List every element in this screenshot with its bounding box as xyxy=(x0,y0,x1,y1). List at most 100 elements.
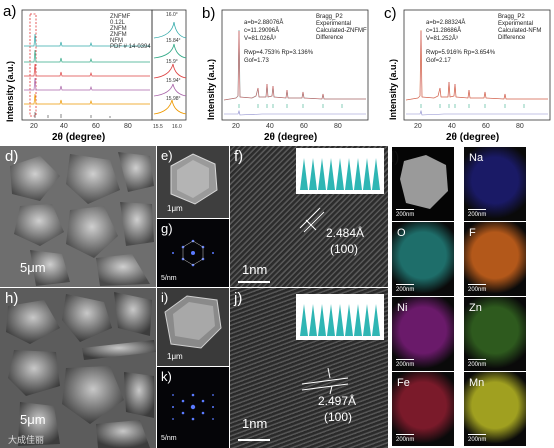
panel-d-scale: 5μm xyxy=(20,260,46,275)
panel-g-label: g) xyxy=(161,221,173,236)
eds-scale-bar xyxy=(396,434,414,435)
eds-element-name: O xyxy=(397,227,406,239)
saed-pattern-k: k) 5/nm xyxy=(157,367,229,448)
panel-c-param-c: c=11.28686Å xyxy=(426,27,461,34)
panel-a-inset-xtick-2: 16.0 xyxy=(172,124,182,130)
watermark: 大成佳丽 xyxy=(8,435,45,445)
hrtem-image-j: j) 2.497Å (100) 1nm xyxy=(230,288,388,448)
panel-c-label: c) xyxy=(384,5,397,22)
eds-map-tile-o: O 200nm xyxy=(392,222,454,296)
eds-map-tile-fe: Fe 200nm xyxy=(392,372,454,446)
panel-a-inset-label-4: 15.94° xyxy=(166,78,181,84)
panel-b-gof: Gof=1.73 xyxy=(244,58,270,64)
panel-a-xtick-1: 20 xyxy=(30,123,38,130)
panel-a-legend-3: ZNFM xyxy=(110,26,127,32)
panel-a-legend-4: ZNFM xyxy=(110,32,127,38)
eds-map-tile-na: Na 200nm xyxy=(464,147,526,221)
panel-b-legend-2: Experimental xyxy=(316,21,351,27)
panel-a-label: a) xyxy=(3,3,16,20)
panel-c-legend-2: Experimental xyxy=(498,21,533,27)
panel-a-legend-2: 0.12L xyxy=(110,20,126,26)
sem-image-d: d) 5μm xyxy=(0,146,156,287)
eds-scale-label: 200nm xyxy=(468,362,487,368)
panel-b-xlabel: 2θ (degree) xyxy=(264,132,317,143)
eds-element-name: F xyxy=(469,227,476,239)
panel-g-scale: 5/nm xyxy=(161,275,177,282)
panel-a-xtick-4: 80 xyxy=(124,123,132,130)
eds-map-tile-zn: Zn 200nm xyxy=(464,297,526,371)
eds-scale-bar xyxy=(468,359,486,360)
panel-a-inset-label-3: 15.9° xyxy=(166,59,178,65)
panel-k-label: k) xyxy=(161,369,172,384)
panel-i-label: i) xyxy=(161,290,169,305)
eds-element-name: Na xyxy=(469,152,484,164)
xrd-panel-a: a) Intensity (a.u.) ZNFMF 0.12L ZNFM ZNF… xyxy=(0,0,190,145)
panel-c-xtick-2: 40 xyxy=(448,123,456,130)
panel-j-plane: (100) xyxy=(324,410,353,424)
panel-f-scale: 1nm xyxy=(242,262,268,277)
panel-f-plane: (100) xyxy=(330,242,359,256)
panel-d-label: d) xyxy=(5,148,19,165)
eds-scale-label: 200nm xyxy=(468,287,487,293)
refinement-panel-c: c) Intensity (a.u.) a=b=2.88324Å c=11.28… xyxy=(374,0,554,145)
panel-b-param-a: a=b=2.88076Å xyxy=(244,19,283,26)
panel-j-label: j) xyxy=(234,290,243,307)
panel-c-gof: Gof=2.17 xyxy=(426,58,452,64)
eds-scale-label: 200nm xyxy=(396,212,415,218)
eds-scale-label: 200nm xyxy=(396,437,415,443)
sem-image-e: e) 1μm xyxy=(157,146,229,218)
eds-scale-bar xyxy=(468,284,486,285)
panel-a-ylabel: Intensity (a.u.) xyxy=(5,61,15,122)
panel-c-legend-1: Bragg_P2 xyxy=(498,14,525,20)
eds-element-name: Fe xyxy=(397,377,410,389)
panel-b-legend-3: Calculated-ZNFMF xyxy=(316,28,367,34)
eds-map-tile-f: F 200nm xyxy=(464,222,526,296)
panel-c-legend-3: Calculated-NFM xyxy=(498,28,541,34)
panel-b-rwp: Rwp=4.753% Rp=3.136% xyxy=(244,50,314,56)
panel-h-scale: 5μm xyxy=(20,412,46,427)
panel-f-label: f) xyxy=(234,148,244,165)
panel-j-dspacing: 2.497Å xyxy=(318,394,357,408)
panel-a-xlabel: 2θ (degree) xyxy=(52,132,105,143)
sem-image-h: h) 5μm 大成佳丽 xyxy=(0,288,156,448)
panel-b-xtick-1: 20 xyxy=(232,123,240,130)
panel-b-param-c: c=11.29096Å xyxy=(244,27,279,34)
panel-b-param-v: V=81.026Å³ xyxy=(244,35,276,42)
panel-c-xtick-1: 20 xyxy=(414,123,422,130)
panel-a-legend-1: ZNFMF xyxy=(110,14,131,20)
eds-scale-bar xyxy=(396,284,414,285)
panel-c-ylabel: Intensity (a.u.) xyxy=(388,59,398,120)
panel-c-param-a: a=b=2.88324Å xyxy=(426,19,465,26)
eds-scale-label: 200nm xyxy=(468,437,487,443)
eds-scale-bar xyxy=(396,359,414,360)
panel-c-xtick-4: 80 xyxy=(516,123,524,130)
panel-b-ylabel: Intensity (a.u.) xyxy=(206,59,216,120)
saed-pattern-g: g) 5/nm xyxy=(157,219,229,287)
panel-h-label: h) xyxy=(5,290,19,307)
panel-c-xlabel: 2θ (degree) xyxy=(446,132,499,143)
panel-b-xtick-3: 60 xyxy=(300,123,308,130)
panel-a-inset-xtick-1: 15.5 xyxy=(153,124,163,130)
panel-k-scale: 5/nm xyxy=(161,435,177,442)
panel-e-scale: 1μm xyxy=(167,204,183,213)
panel-b-label: b) xyxy=(202,5,215,22)
panel-b-legend-4: Difference xyxy=(316,35,344,41)
panel-c-legend-4: Difference xyxy=(498,35,526,41)
panel-b-legend-1: Bragg_P2 xyxy=(316,14,343,20)
sem-image-i: i) 1μm xyxy=(157,288,229,366)
panel-i-scale: 1μm xyxy=(167,352,183,361)
eds-scale-bar xyxy=(396,209,414,210)
eds-element-name: Zn xyxy=(469,302,482,314)
eds-scale-label: 200nm xyxy=(468,212,487,218)
panel-a-inset-label-1: 16.0° xyxy=(166,12,178,18)
panel-e-label: e) xyxy=(161,148,173,163)
panel-b-xtick-2: 40 xyxy=(266,123,274,130)
eds-element-name: Ni xyxy=(397,302,408,314)
hrtem-image-f: f) 2.484Å (100) 1nm xyxy=(230,146,388,287)
panel-l-label: l) xyxy=(391,149,400,166)
refinement-panel-b: b) Intensity (a.u.) a=b=2.88076Å c=11.29… xyxy=(192,0,372,145)
panel-a-xtick-3: 60 xyxy=(92,123,100,130)
panel-a-legend-5: NFM xyxy=(110,38,123,44)
eds-map-tile-mn: Mn 200nm xyxy=(464,372,526,446)
eds-scale-label: 200nm xyxy=(396,287,415,293)
